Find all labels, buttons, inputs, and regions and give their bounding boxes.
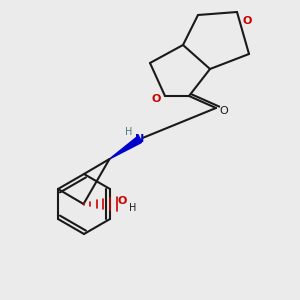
Text: O: O [219,106,228,116]
Text: O: O [243,16,252,26]
Text: N: N [135,134,144,145]
Polygon shape [110,136,142,159]
Text: H: H [125,127,133,137]
Text: H: H [129,203,137,214]
Text: O: O [151,94,161,104]
Text: O: O [117,196,127,206]
